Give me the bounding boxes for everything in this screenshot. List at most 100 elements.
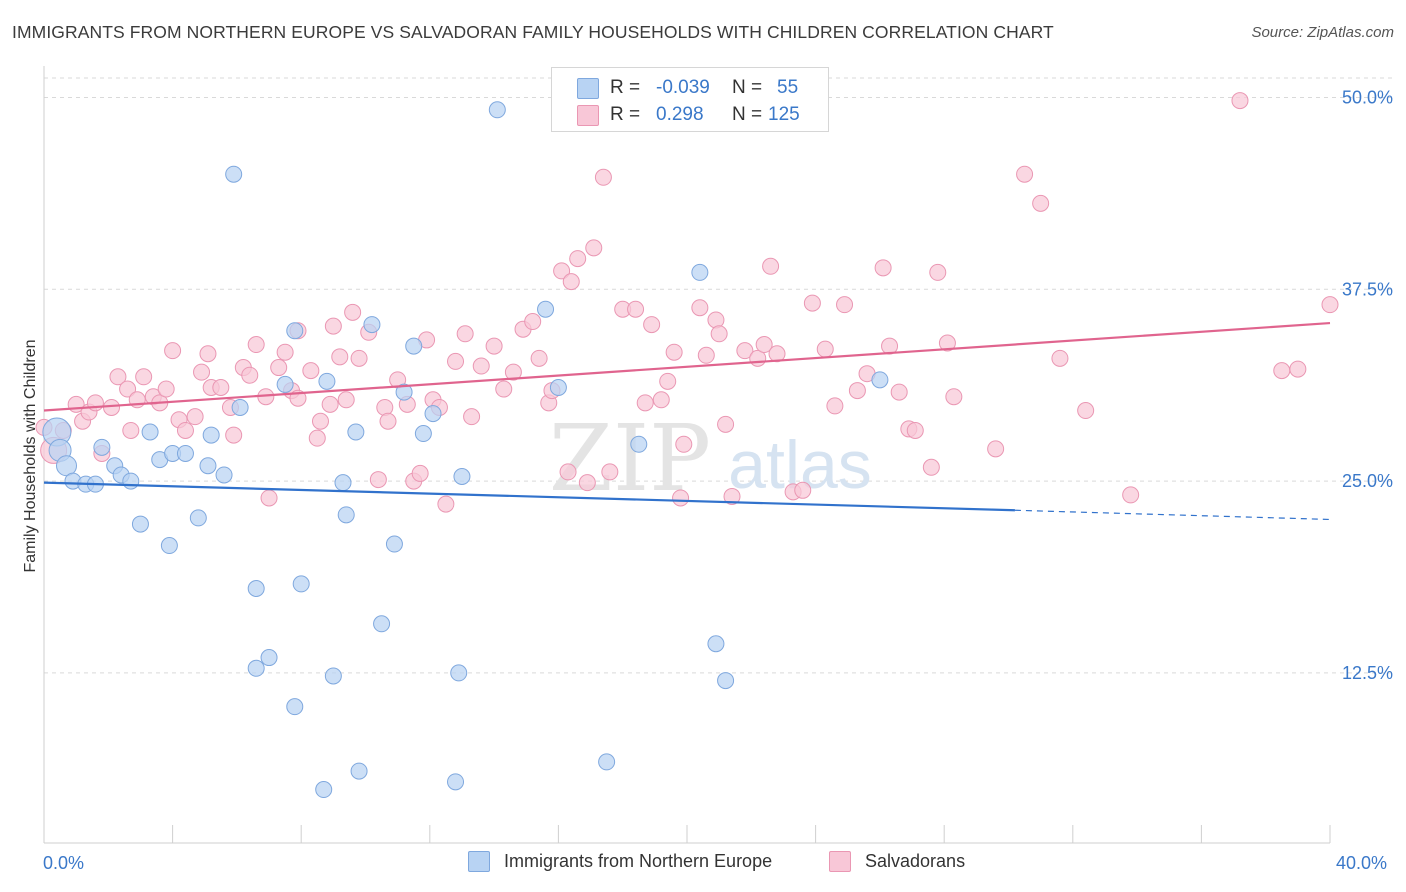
- data-point-blue: [337, 506, 355, 524]
- data-point-pink: [836, 296, 854, 314]
- data-point-blue: [707, 635, 725, 653]
- data-point-pink: [495, 380, 513, 398]
- data-point-blue: [318, 372, 336, 390]
- data-point-pink: [164, 342, 182, 360]
- data-point-pink: [1077, 402, 1095, 420]
- data-point-pink: [186, 408, 204, 426]
- chart-title: IMMIGRANTS FROM NORTHERN EUROPE VS SALVA…: [12, 22, 1054, 42]
- data-point-pink: [585, 239, 603, 257]
- data-point-pink: [369, 471, 387, 489]
- data-point-pink: [929, 263, 947, 281]
- trend-line-pink: [43, 321, 1331, 412]
- series-northern-europe: [42, 101, 889, 799]
- data-point-pink: [1273, 362, 1291, 380]
- y-tick-label: 37.5%: [1342, 279, 1393, 299]
- data-point-pink: [755, 336, 773, 354]
- data-point-blue: [93, 438, 111, 456]
- data-point-pink: [675, 435, 693, 453]
- data-point-pink: [260, 489, 278, 507]
- data-point-blue: [247, 659, 265, 677]
- data-point-blue: [202, 426, 220, 444]
- source-label[interactable]: Source: ZipAtlas.com: [1251, 24, 1394, 41]
- data-point-pink: [922, 458, 940, 476]
- data-point-pink: [241, 366, 259, 384]
- data-point-blue: [537, 300, 555, 318]
- data-point-blue: [717, 672, 735, 690]
- data-point-pink: [350, 349, 368, 367]
- data-point-pink: [193, 363, 211, 381]
- data-point-pink: [472, 357, 490, 375]
- data-point-pink: [276, 343, 294, 361]
- data-point-blue: [215, 466, 233, 484]
- data-point-pink: [530, 349, 548, 367]
- data-point-pink: [447, 352, 465, 370]
- data-point-blue: [373, 615, 391, 633]
- series-legend-pink[interactable]: Salvadorans: [829, 851, 965, 872]
- tick-labels: 12.5% 25.0% 37.5% 50.0%: [1342, 88, 1393, 683]
- data-point-pink: [308, 429, 326, 447]
- data-point-blue: [324, 667, 342, 685]
- legend-swatch-blue: [577, 78, 599, 99]
- legend-n-value: 55: [777, 77, 799, 98]
- data-point-pink: [665, 343, 683, 361]
- correlation-legend: R = -0.039 N = 55 R = 0.298 N = 125: [551, 67, 829, 132]
- data-point-blue: [450, 664, 468, 682]
- data-point-pink: [659, 372, 677, 390]
- data-point-pink: [707, 311, 725, 329]
- data-point-blue: [225, 165, 243, 183]
- data-point-blue: [447, 773, 465, 791]
- data-point-blue: [247, 580, 265, 598]
- data-point-pink: [324, 317, 342, 335]
- data-point-pink: [302, 362, 320, 380]
- data-point-pink: [672, 489, 690, 507]
- data-point-pink: [225, 426, 243, 444]
- data-point-pink: [723, 487, 741, 505]
- data-point-pink: [270, 359, 288, 377]
- data-point-blue: [598, 753, 616, 771]
- data-point-blue: [199, 457, 217, 475]
- data-point-pink: [379, 412, 397, 430]
- y-tick-label: 12.5%: [1342, 663, 1393, 683]
- data-point-pink: [456, 325, 474, 343]
- data-point-blue: [141, 423, 159, 441]
- data-point-blue: [630, 435, 648, 453]
- data-point-pink: [524, 313, 542, 331]
- data-point-pink: [212, 379, 230, 397]
- data-point-blue: [315, 781, 333, 799]
- data-point-blue: [231, 398, 249, 416]
- series-legend: Immigrants from Northern Europe Salvador…: [0, 851, 1406, 877]
- data-point-pink: [559, 463, 577, 481]
- data-point-blue: [549, 379, 567, 397]
- data-point-pink: [119, 380, 137, 398]
- data-point-pink: [816, 340, 834, 358]
- data-point-blue: [488, 101, 506, 119]
- legend-n-label: N =: [732, 77, 763, 98]
- data-point-blue: [405, 337, 423, 355]
- data-point-blue: [276, 375, 294, 393]
- series-legend-blue[interactable]: Immigrants from Northern Europe: [468, 851, 772, 872]
- series-swatch-blue: [468, 851, 490, 872]
- series-legend-pink-label: Salvadorans: [865, 851, 966, 871]
- data-point-pink: [945, 388, 963, 406]
- data-point-pink: [311, 412, 329, 430]
- x-tick-label-max: 40.0%: [1336, 853, 1388, 873]
- data-point-pink: [906, 421, 924, 439]
- data-point-blue: [414, 425, 432, 443]
- legend-r-value: 0.298: [656, 104, 704, 125]
- data-point-pink: [157, 380, 175, 398]
- data-point-pink: [337, 391, 355, 409]
- data-point-blue: [424, 405, 442, 423]
- data-point-pink: [890, 383, 908, 401]
- data-point-pink: [569, 250, 587, 268]
- data-point-pink: [344, 303, 362, 321]
- data-point-blue: [292, 575, 310, 593]
- data-point-pink: [938, 334, 956, 352]
- legend-swatch-pink: [577, 105, 599, 126]
- data-point-pink: [826, 397, 844, 415]
- trend-line-extension-blue: [1014, 509, 1331, 521]
- data-point-pink: [1016, 165, 1034, 183]
- data-point-pink: [553, 262, 571, 280]
- data-point-pink: [710, 325, 728, 343]
- data-point-blue: [122, 472, 140, 490]
